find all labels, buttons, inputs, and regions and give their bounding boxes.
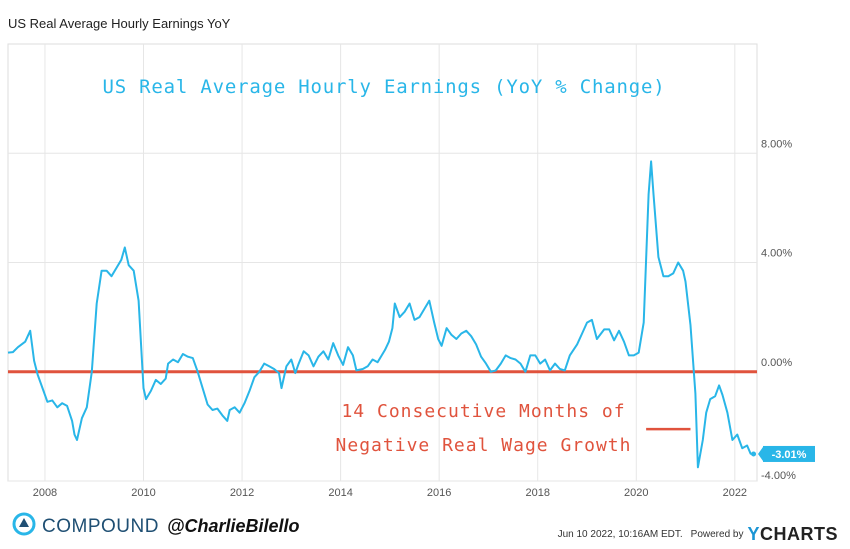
timestamp: Jun 10 2022, 10:16AM EDT. [557,529,683,540]
brand-handle: @CharlieBilello [166,516,300,536]
last-value-dot [751,451,757,457]
x-tick-label: 2008 [33,487,57,499]
y-tick-label: 0.00% [761,357,792,369]
x-tick-label: 2020 [624,487,648,499]
x-tick-label: 2010 [131,487,155,499]
note-line-1: 14 Consecutive Months of [341,401,625,422]
last-value-badge: -3.01% [758,445,815,462]
series-line [7,160,754,469]
footer-brand: COMPOUND @CharlieBilello [12,512,300,541]
title-annotation: US Real Average Hourly Earnings (YoY % C… [102,76,665,98]
x-tick-label: 2018 [525,487,549,499]
note-line-2: Negative Real Wage Growth [336,435,632,456]
last-value-pointer [758,446,763,461]
x-tick-label: 2014 [328,487,352,499]
x-tick-label: 2016 [427,487,451,499]
last-value-box [763,445,815,462]
page-title: US Real Average Hourly Earnings YoY [8,16,231,31]
y-tick-label: 4.00% [761,248,792,260]
brand-name: COMPOUND [42,515,159,537]
ycharts-logo[interactable]: YCHARTS [747,524,838,544]
x-tick-label: 2022 [723,487,747,499]
footer-credits: Jun 10 2022, 10:16AM EDT. Powered by YCH… [558,524,838,545]
y-tick-label: -4.00% [761,470,796,482]
x-tick-label: 2012 [230,487,254,499]
chart: 2008 2010 2012 2014 2016 2018 2020 2022 8.00% 4.0… [7,43,815,499]
y-tick-label: 8.00% [761,138,792,150]
last-value-label: -3.01% [772,449,807,461]
powered-by: Powered by [690,529,744,540]
compound-logo-icon [12,512,36,541]
